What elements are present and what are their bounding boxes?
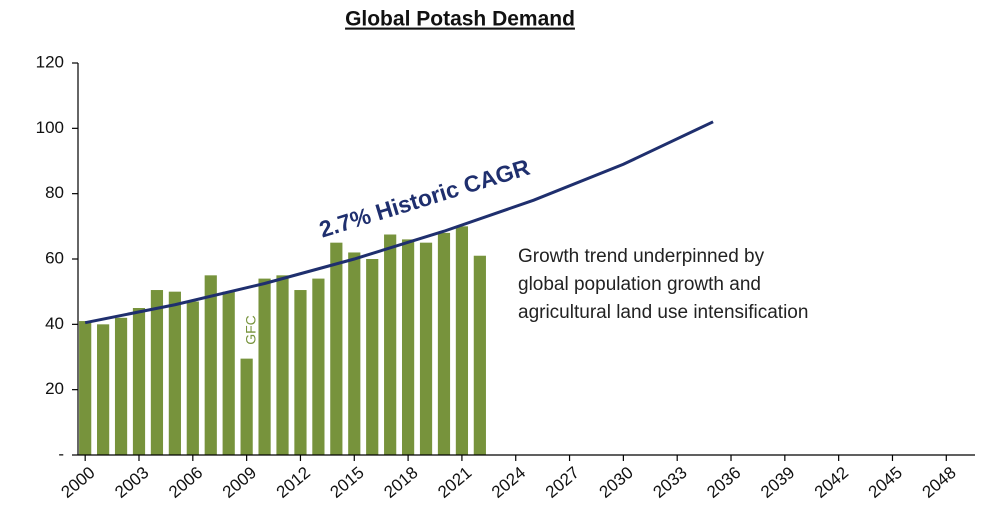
y-tick-label: - (58, 444, 64, 463)
note-line: Growth trend underpinned by (518, 246, 765, 267)
bar (455, 226, 469, 455)
bar (366, 259, 379, 455)
x-tick-label: 2015 (327, 463, 368, 502)
x-tick-label: 2006 (165, 463, 206, 502)
bar (384, 234, 397, 455)
x-tick-label: 2018 (380, 463, 421, 502)
y-tick-label: 40 (45, 314, 64, 333)
bar (97, 324, 110, 455)
bar (132, 308, 146, 455)
event-label: GFC (243, 315, 259, 345)
bar (294, 290, 307, 455)
x-tick-label: 2048 (919, 463, 960, 502)
bar (186, 301, 199, 455)
bar (348, 252, 361, 455)
x-tick-label: 2027 (542, 463, 583, 502)
bar (150, 290, 164, 455)
bar (168, 291, 181, 455)
y-tick-label: 100 (36, 118, 64, 137)
bar (222, 291, 235, 455)
x-tick-label: 2036 (703, 463, 744, 502)
x-tick-label: 2042 (811, 463, 852, 502)
chart-title: Global Potash Demand (345, 8, 575, 31)
trend-line (84, 120, 714, 325)
bar (473, 255, 486, 455)
trend-label: 2.7% Historic CAGR (316, 154, 533, 243)
bar (204, 275, 217, 455)
y-tick-label: 60 (45, 248, 64, 267)
bar (401, 239, 415, 455)
bar (419, 242, 433, 455)
bar (79, 321, 92, 455)
bar (114, 317, 128, 455)
x-tick-label: 2045 (865, 463, 906, 502)
bar (240, 358, 253, 455)
bar (276, 275, 289, 455)
x-tick-label: 2039 (757, 463, 798, 502)
bar (330, 242, 343, 455)
x-tick-label: 2003 (111, 463, 152, 502)
bar (437, 232, 451, 455)
x-tick-label: 2030 (596, 463, 637, 502)
x-tick-label: 2000 (57, 463, 98, 502)
x-tick-label: 2021 (434, 463, 475, 502)
x-tick-label: 2012 (273, 463, 314, 502)
note-line: global population growth and (518, 274, 761, 295)
y-tick-label: 20 (45, 379, 64, 398)
y-tick-label: 120 (36, 52, 64, 71)
y-tick-label: 80 (45, 183, 64, 202)
x-tick-label: 2009 (219, 463, 260, 502)
x-tick-label: 2024 (488, 463, 529, 502)
x-tick-label: 2033 (649, 463, 690, 502)
note-line: agricultural land use intensification (518, 302, 808, 323)
bar (258, 278, 271, 455)
bar (312, 278, 325, 455)
